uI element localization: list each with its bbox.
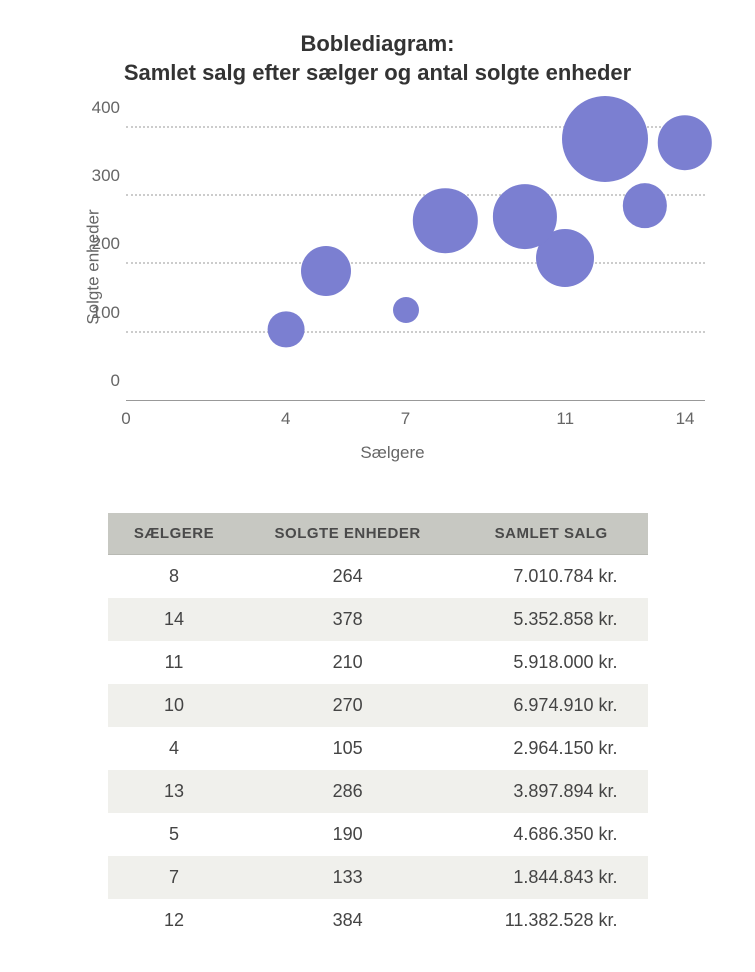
x-tick-label: 0 <box>121 409 130 429</box>
x-tick-label: 4 <box>281 409 290 429</box>
table-cell: 8 <box>108 555 241 599</box>
x-tick-label: 7 <box>401 409 410 429</box>
plot-area: 01002003004000471114 <box>126 107 705 401</box>
y-tick-label: 200 <box>80 234 120 254</box>
y-tick-label: 100 <box>80 303 120 323</box>
table-row: 41052.964.150 kr. <box>108 727 648 770</box>
bubble <box>267 311 304 348</box>
col-header-saelgere: SÆLGERE <box>108 513 241 555</box>
gridline <box>126 194 705 196</box>
table-row: 71331.844.843 kr. <box>108 856 648 899</box>
y-tick-label: 0 <box>80 371 120 391</box>
table-cell: 5 <box>108 813 241 856</box>
table-cell: 378 <box>241 598 455 641</box>
table-cell: 7.010.784 kr. <box>455 555 648 599</box>
table-cell: 286 <box>241 770 455 813</box>
data-table: SÆLGERE SOLGTE ENHEDER SAMLET SALG 82647… <box>108 513 648 942</box>
table-row: 143785.352.858 kr. <box>108 598 648 641</box>
gridline <box>126 262 705 264</box>
table-cell: 13 <box>108 770 241 813</box>
bubble <box>562 96 648 182</box>
table-cell: 4.686.350 kr. <box>455 813 648 856</box>
bubble-chart: Solgte enheder 01002003004000471114 <box>80 97 705 437</box>
table-cell: 11.382.528 kr. <box>455 899 648 942</box>
table-cell: 7 <box>108 856 241 899</box>
table-cell: 11 <box>108 641 241 684</box>
table-cell: 1.844.843 kr. <box>455 856 648 899</box>
table-cell: 105 <box>241 727 455 770</box>
bubble <box>301 246 351 296</box>
bubble <box>623 183 667 227</box>
x-axis-line <box>126 400 705 401</box>
chart-title-line1: Boblediagram: <box>300 31 454 56</box>
table-cell: 14 <box>108 598 241 641</box>
table-cell: 3.897.894 kr. <box>455 770 648 813</box>
table-cell: 4 <box>108 727 241 770</box>
table-cell: 6.974.910 kr. <box>455 684 648 727</box>
x-axis-label: Sælgere <box>80 443 705 463</box>
table-row: 51904.686.350 kr. <box>108 813 648 856</box>
table-cell: 12 <box>108 899 241 942</box>
table-row: 102706.974.910 kr. <box>108 684 648 727</box>
col-header-samlet: SAMLET SALG <box>455 513 648 555</box>
table-cell: 133 <box>241 856 455 899</box>
bubble <box>393 297 419 323</box>
table-cell: 2.964.150 kr. <box>455 727 648 770</box>
x-tick-label: 11 <box>556 409 574 429</box>
table-cell: 190 <box>241 813 455 856</box>
table-header-row: SÆLGERE SOLGTE ENHEDER SAMLET SALG <box>108 513 648 555</box>
table-cell: 210 <box>241 641 455 684</box>
bubble <box>413 189 477 253</box>
table-cell: 384 <box>241 899 455 942</box>
table-cell: 264 <box>241 555 455 599</box>
col-header-solgte: SOLGTE ENHEDER <box>241 513 455 555</box>
table-row: 112105.918.000 kr. <box>108 641 648 684</box>
y-tick-label: 400 <box>80 98 120 118</box>
table-cell: 5.352.858 kr. <box>455 598 648 641</box>
table-cell: 270 <box>241 684 455 727</box>
table-row: 132863.897.894 kr. <box>108 770 648 813</box>
gridline <box>126 331 705 333</box>
bubble <box>493 185 557 249</box>
chart-title: Boblediagram: Samlet salg efter sælger o… <box>30 30 725 87</box>
table-cell: 5.918.000 kr. <box>455 641 648 684</box>
table-cell: 10 <box>108 684 241 727</box>
table-row: 82647.010.784 kr. <box>108 555 648 599</box>
x-tick-label: 14 <box>676 409 695 429</box>
y-tick-label: 300 <box>80 166 120 186</box>
chart-title-line2: Samlet salg efter sælger og antal solgte… <box>124 60 631 85</box>
bubble <box>658 116 712 170</box>
table-row: 1238411.382.528 kr. <box>108 899 648 942</box>
